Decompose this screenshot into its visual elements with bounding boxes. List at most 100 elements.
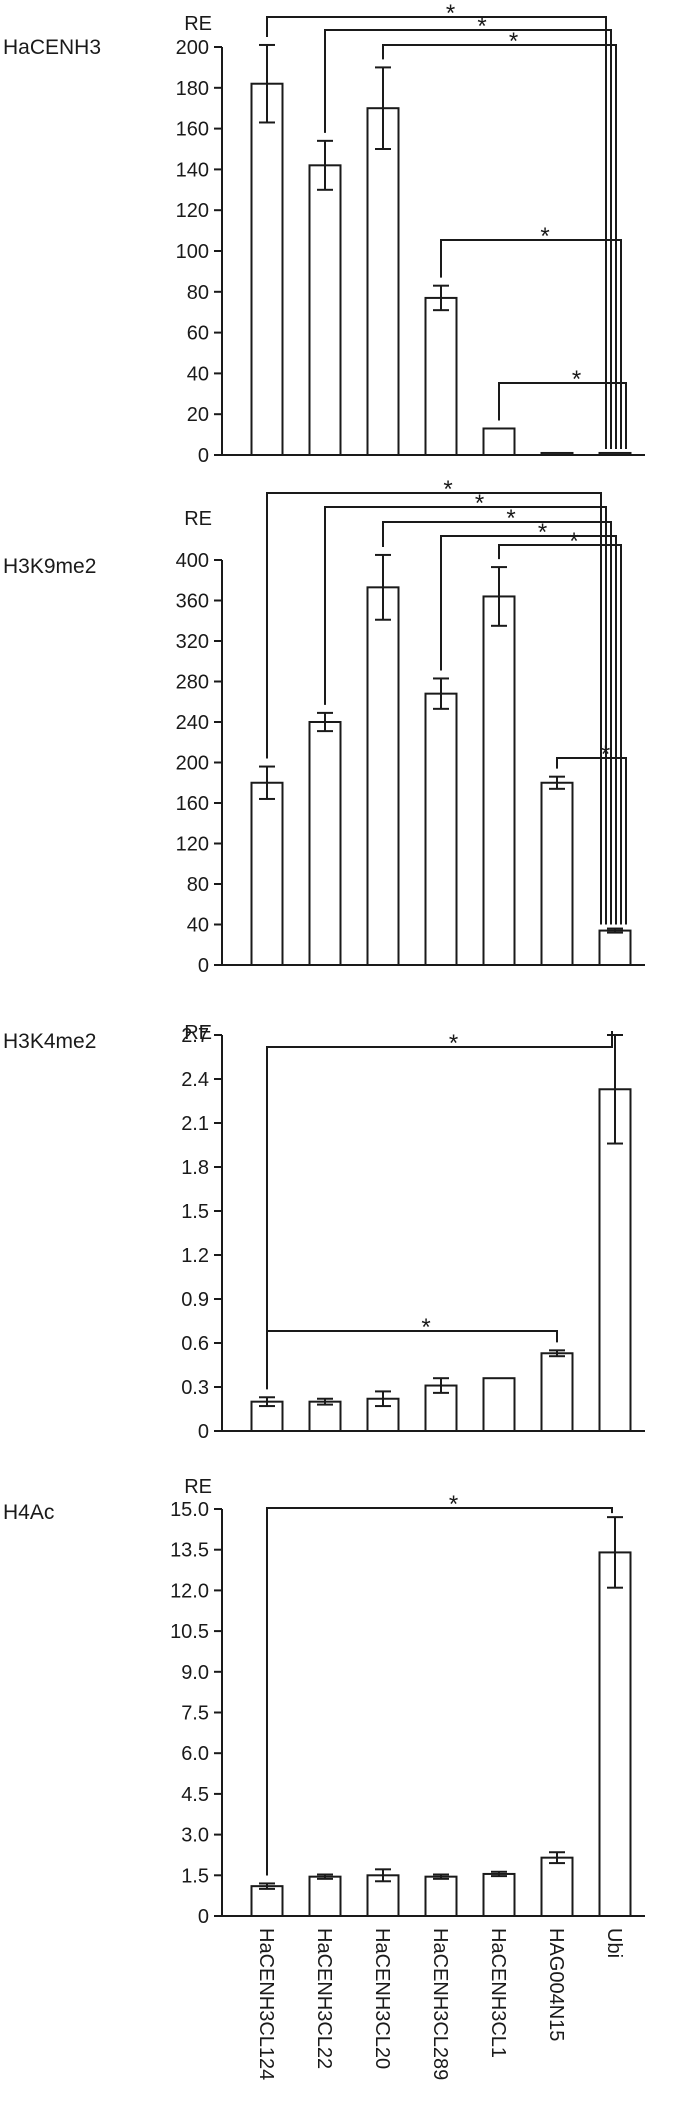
significance-star: *: [449, 1491, 458, 1518]
bar: [308, 1875, 342, 1917]
y-tick-label: 180: [176, 78, 209, 100]
significance-star: *: [475, 490, 484, 517]
panel-h3k9me2: H3K9me2 RE 0 40 80 120 160 200 240 280 320 360 400 * *…: [3, 476, 645, 977]
y-tick-label: 80: [187, 282, 209, 304]
y-tick-label: 200: [176, 37, 209, 59]
y-axis-label: RE: [184, 1476, 212, 1498]
bar: [482, 427, 516, 457]
category-label: HaCENH3CL22: [313, 1928, 335, 2069]
y-tick-label: 120: [176, 834, 209, 856]
significance-star: *: [509, 28, 518, 55]
y-tick-label: 80: [187, 874, 209, 896]
panel-title: H4Ac: [3, 1501, 54, 1524]
bar: [540, 1856, 574, 1917]
y-tick-label: 0: [198, 1421, 209, 1443]
bar: [482, 595, 516, 966]
y-tick-label: 160: [176, 119, 209, 141]
bar: [366, 586, 400, 967]
y-tick-label: 2.4: [181, 1069, 209, 1091]
significance-star: *: [449, 1030, 458, 1057]
y-tick-label: 40: [187, 363, 209, 385]
bar: [308, 1400, 342, 1432]
bar: [598, 1551, 632, 1917]
y-tick-label: 360: [176, 591, 209, 613]
significance-star: *: [538, 519, 547, 546]
y-tick-label: 120: [176, 200, 209, 222]
y-tick-label: 20: [187, 404, 209, 426]
y-tick-label: 280: [176, 672, 209, 694]
y-tick-label: 4.5: [181, 1784, 209, 1806]
significance-bracket: [324, 506, 607, 925]
panel-title: H3K9me2: [3, 555, 96, 578]
y-tick-label: 1.5: [181, 1201, 209, 1223]
y-tick-label: 3.0: [181, 1825, 209, 1847]
category-label: HaCENH3CL124: [255, 1928, 277, 2080]
bar: [250, 1885, 284, 1917]
panel-h4ac: H4Ac RE 0 1.5 3.0 4.5 6.0 7.5 9.0 10.5 12.0 13.5 15.…: [3, 1476, 645, 1928]
significance-bracket: [556, 757, 627, 925]
y-tick-label: 1.5: [181, 1865, 209, 1887]
significance-bracket: [498, 382, 627, 449]
y-tick-label: 6.0: [181, 1743, 209, 1765]
significance-star: *: [601, 741, 610, 768]
y-tick-label: 0.9: [181, 1289, 209, 1311]
significance-bracket: [498, 544, 622, 925]
y-tick-label: 10.5: [170, 1621, 209, 1643]
bar: [598, 929, 632, 967]
panel-title: HaCENH3: [3, 36, 101, 59]
significance-bracket: [266, 1031, 613, 1390]
y-tick-label: 12.0: [170, 1580, 209, 1602]
y-tick-label: 40: [187, 915, 209, 937]
y-tick-label: 160: [176, 793, 209, 815]
y-tick-label: 0: [198, 445, 209, 467]
y-axis-label: RE: [184, 1022, 212, 1044]
significance-star: *: [572, 366, 581, 393]
y-tick-label: 15.0: [170, 1499, 209, 1521]
category-label: HaCENH3CL1: [487, 1928, 509, 2058]
bar: [250, 82, 284, 456]
bar: [424, 296, 458, 457]
bar: [540, 451, 574, 456]
y-tick-label: 100: [176, 241, 209, 263]
category-label: HaCENH3CL289: [429, 1928, 451, 2080]
significance-bracket: [266, 1330, 558, 1390]
category-label: HAG004N15: [545, 1928, 567, 2041]
bar: [424, 1875, 458, 1917]
y-tick-label: 0.3: [181, 1377, 209, 1399]
y-tick-label: 2.1: [181, 1113, 209, 1135]
significance-star: *: [569, 528, 578, 555]
significance-star: *: [477, 13, 486, 40]
y-axis-label: RE: [184, 508, 212, 530]
bar: [482, 1872, 516, 1918]
category-label: Ubi: [603, 1928, 625, 1958]
significance-star: *: [446, 0, 455, 27]
y-tick-label: 320: [176, 631, 209, 653]
y-tick-label: 0: [198, 1906, 209, 1928]
bar: [540, 1352, 574, 1433]
bar: [424, 692, 458, 967]
bar: [308, 164, 342, 456]
y-tick-label: 0.6: [181, 1333, 209, 1355]
y-tick-label: 9.0: [181, 1662, 209, 1684]
panel-title: H3K4me2: [3, 1030, 96, 1053]
significance-bracket: [266, 16, 607, 449]
y-tick-label: 400: [176, 550, 209, 572]
bar: [366, 107, 400, 456]
bar: [540, 781, 574, 966]
y-tick-label: 240: [176, 712, 209, 734]
significance-bracket: [440, 239, 622, 449]
significance-star: *: [443, 476, 452, 503]
significance-bracket: [266, 1507, 613, 1876]
y-tick-label: 1.2: [181, 1245, 209, 1267]
significance-bracket: [266, 492, 602, 925]
y-tick-label: 7.5: [181, 1703, 209, 1725]
y-tick-label: 140: [176, 159, 209, 181]
y-tick-label: 2.7: [181, 1025, 209, 1047]
significance-bracket: [440, 535, 617, 925]
bar: [482, 1377, 516, 1432]
bar: [250, 781, 284, 966]
y-tick-label: 13.5: [170, 1540, 209, 1562]
significance-star: *: [421, 1314, 430, 1341]
y-tick-label: 1.8: [181, 1157, 209, 1179]
